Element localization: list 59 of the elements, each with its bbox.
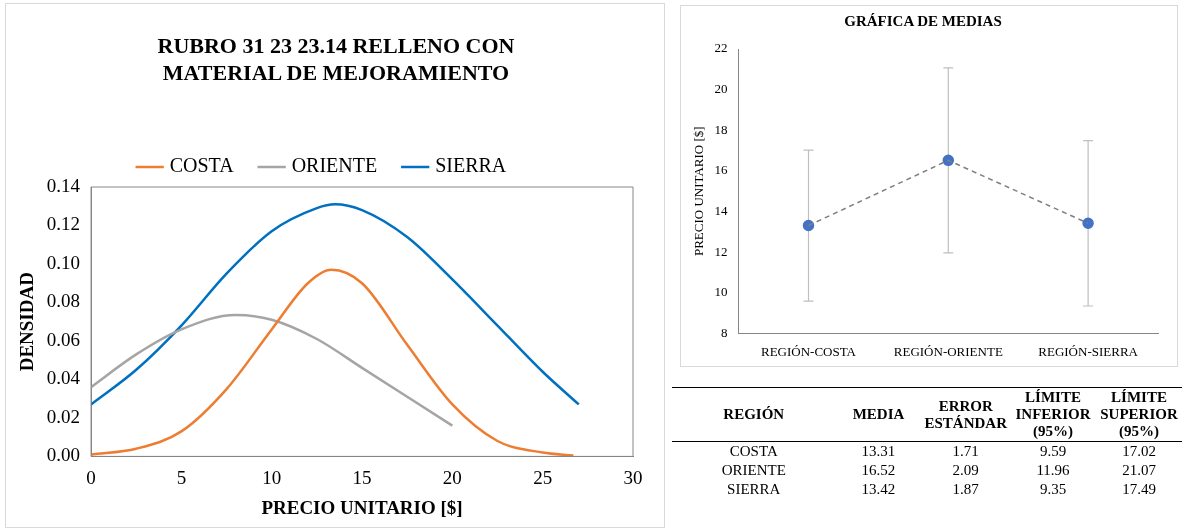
y-tick-label: 12 xyxy=(714,243,728,259)
data-label: 9.59 xyxy=(1038,442,1068,461)
y-tick-label: 16 xyxy=(714,162,729,178)
legend-label: COSTA xyxy=(169,154,235,177)
text: ERROR ESTÁNDAR xyxy=(921,387,1010,442)
y-tick-label: 10 xyxy=(714,284,728,300)
data-label: 17.02 xyxy=(1121,442,1157,461)
data-label: 11.96 xyxy=(1035,461,1071,480)
x-tick-label: REGIÓN-ORIENTE xyxy=(893,343,1003,359)
data-label: 17.49 xyxy=(1121,480,1157,499)
chart-title: GRÁFICA DE MEDIAS xyxy=(844,12,1002,29)
y-tick-label: 0.04 xyxy=(46,367,81,389)
legend-label: ORIENTE xyxy=(291,154,378,177)
y-tick-label: 14 xyxy=(714,202,729,218)
legend-label: SIERRA xyxy=(435,154,507,177)
y-tick-label: 0.14 xyxy=(46,174,81,196)
x-tick-label: 0 xyxy=(86,466,96,488)
y-tick-label: 0.06 xyxy=(46,328,81,350)
y-tick-label: 0.10 xyxy=(46,251,81,273)
data-label: 1.87 xyxy=(951,480,980,499)
y-axis-title: PRECIO UNITARIO [$] xyxy=(691,126,707,257)
x-tick-label: 10 xyxy=(262,466,282,488)
y-tick-label: 0.00 xyxy=(46,444,81,466)
text: LÍMITE INFERIOR (95%) xyxy=(1010,387,1096,442)
x-tick-label: 20 xyxy=(442,466,462,488)
data-label: 13.42 xyxy=(860,480,897,499)
x-tick-label: 30 xyxy=(623,466,643,488)
text: REGIÓN xyxy=(672,387,836,442)
text: LÍMITE SUPERIOR (95%) xyxy=(1096,387,1182,442)
data-label: 13.31 xyxy=(860,442,897,461)
data-label: 1.71 xyxy=(951,442,980,461)
y-tick-label: 8 xyxy=(721,324,728,340)
y-tick-label: 0.08 xyxy=(46,290,81,312)
x-tick-label: 15 xyxy=(352,466,372,488)
line-series xyxy=(91,313,454,427)
chart-title: RUBRO 31 23 23.14 RELLENO CON MATERIAL DE MEJORAMIENTO xyxy=(156,32,516,86)
data-label: 16.52 xyxy=(860,461,897,480)
x-tick-label: REGIÓN-SIERRA xyxy=(1038,343,1139,359)
x-tick-label: REGIÓN-COSTA xyxy=(760,343,857,359)
y-tick-label: 18 xyxy=(714,121,728,137)
data-label: 21.07 xyxy=(1121,461,1157,480)
y-tick-label: 0.12 xyxy=(46,213,81,235)
text: MEDIA xyxy=(835,387,922,442)
y-axis-title: DENSIDAD xyxy=(16,272,38,372)
y-tick-label: 22 xyxy=(714,40,728,56)
x-tick-label: 5 xyxy=(176,466,187,488)
data-label: 2.09 xyxy=(951,461,980,480)
x-tick-label: 25 xyxy=(533,466,553,488)
point xyxy=(802,219,815,232)
x-axis-title: PRECIO UNITARIO [$] xyxy=(261,496,463,518)
line-series xyxy=(91,203,581,406)
line-series xyxy=(91,268,575,457)
y-tick-label: 0.02 xyxy=(46,405,81,427)
category-label: ORIENTE xyxy=(720,461,787,480)
category-label: SIERRA xyxy=(726,480,782,499)
data-label: 9.35 xyxy=(1038,480,1068,499)
y-tick-label: 20 xyxy=(714,81,728,97)
category-label: COSTA xyxy=(728,442,779,461)
point xyxy=(1082,217,1094,230)
